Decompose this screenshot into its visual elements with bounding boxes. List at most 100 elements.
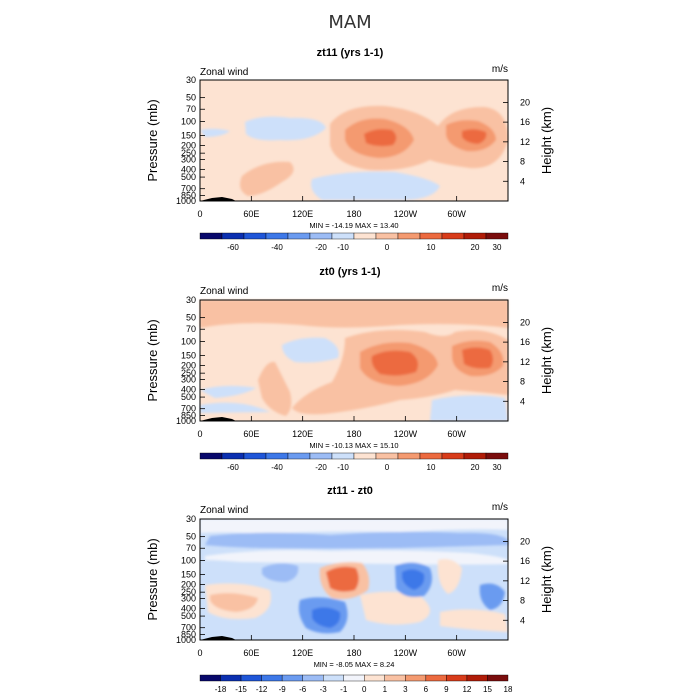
pressure-tick-label: 1000 — [176, 635, 196, 645]
colorbar-label: -60 — [227, 463, 239, 472]
pressure-tick-label: 200 — [181, 140, 196, 150]
colorbar-swatch — [419, 232, 443, 240]
colorbar-swatch — [441, 452, 465, 460]
colorbar-label: -20 — [315, 463, 327, 472]
colorbar-swatch — [364, 674, 385, 682]
colorbar-label: 15 — [483, 685, 492, 694]
pressure-tick-label: 50 — [186, 93, 196, 103]
longitude-tick-label: 120W — [394, 209, 418, 219]
longitude-tick-label: 180 — [346, 209, 361, 219]
longitude-tick-label: 60W — [447, 648, 466, 658]
longitude-tick-label: 60E — [243, 429, 259, 439]
pressure-tick-label: 100 — [181, 556, 196, 566]
contour-negative — [282, 337, 339, 363]
colorbar-swatch — [265, 232, 289, 240]
pressure-tick-label: 250 — [181, 148, 196, 158]
height-tick-label: 16 — [520, 556, 530, 566]
colorbar-swatch — [397, 232, 421, 240]
colorbar-swatch — [331, 232, 355, 240]
pressure-tick-label: 70 — [186, 104, 196, 114]
pressure-tick-label: 200 — [181, 579, 196, 589]
contour-max — [462, 129, 487, 144]
height-tick-label: 4 — [520, 176, 525, 186]
colorbar-swatch — [243, 232, 267, 240]
colorbar-swatch — [441, 232, 465, 240]
pressure-tick-label: 1000 — [176, 196, 196, 206]
colorbar-swatch — [397, 452, 421, 460]
contour-max — [371, 350, 418, 376]
topography — [200, 636, 236, 640]
pressure-tick-label: 400 — [181, 384, 196, 394]
pressure-tick-label: 150 — [181, 570, 196, 580]
contour-positive — [258, 361, 292, 416]
colorbar-swatch — [309, 232, 333, 240]
colorbar-swatch — [309, 452, 333, 460]
contour-max — [462, 347, 493, 369]
colorbar-swatch — [487, 674, 509, 682]
longitude-tick-label: 180 — [346, 648, 361, 658]
contour-negative — [479, 583, 505, 610]
colorbar-label: 1 — [383, 685, 388, 694]
longitude-tick-label: 120E — [292, 648, 313, 658]
colorbar-label: -9 — [279, 685, 287, 694]
min-max-label: MIN = -14.19 MAX = 13.40 — [309, 221, 398, 230]
panel-left-label: Zonal wind — [200, 67, 248, 78]
colorbar-swatch — [331, 452, 355, 460]
contour-neutral — [205, 550, 508, 565]
pressure-tick-label: 200 — [181, 360, 196, 370]
height-tick-label: 20 — [520, 317, 530, 327]
colorbar-label: -10 — [337, 243, 349, 252]
y-axis-title-right: Height (km) — [539, 546, 554, 613]
height-tick-label: 12 — [520, 357, 530, 367]
pressure-tick-label: 50 — [186, 532, 196, 542]
pressure-tick-label: 250 — [181, 587, 196, 597]
contour-negative — [205, 531, 508, 549]
y-axis-title: Pressure (mb) — [145, 319, 160, 401]
height-tick-label: 4 — [520, 396, 525, 406]
pressure-tick-label: 30 — [186, 75, 196, 85]
height-tick-label: 16 — [520, 337, 530, 347]
colorbar-label: 12 — [462, 685, 471, 694]
pressure-tick-label: 100 — [181, 117, 196, 127]
min-max-label: MIN = -10.13 MAX = 15.10 — [309, 441, 398, 450]
height-tick-label: 8 — [520, 157, 525, 167]
colorbar-label: 0 — [362, 685, 367, 694]
longitude-tick-label: 0 — [197, 429, 202, 439]
pressure-tick-label: 700 — [181, 184, 196, 194]
pressure-tick-label: 500 — [181, 392, 196, 402]
pressure-tick-label: 250 — [181, 368, 196, 378]
longitude-tick-label: 120W — [394, 648, 418, 658]
contour-field — [200, 105, 508, 200]
pressure-tick-label: 850 — [181, 190, 196, 200]
contour-negative — [200, 128, 230, 137]
figure-title: MAM — [328, 12, 371, 33]
colorbar-label: -3 — [320, 685, 328, 694]
colorbar-swatch — [419, 452, 443, 460]
panel-left-label: Zonal wind — [200, 286, 248, 297]
y-axis-title: Pressure (mb) — [145, 99, 160, 181]
panel-title: zt0 (yrs 1-1) — [319, 266, 380, 278]
contour-positive — [440, 609, 508, 632]
colorbar-swatch — [240, 674, 262, 682]
pressure-tick-label: 850 — [181, 410, 196, 420]
colorbar-label: 0 — [385, 463, 390, 472]
pressure-tick-label: 100 — [181, 337, 196, 347]
units-label: m/s — [492, 283, 508, 294]
colorbar-label: 10 — [427, 463, 436, 472]
contour-positive — [360, 591, 430, 625]
pressure-tick-label: 500 — [181, 172, 196, 182]
colorbar-label: -40 — [271, 243, 283, 252]
colorbar-label: 6 — [424, 685, 429, 694]
colorbar-swatch — [425, 674, 447, 682]
topography — [200, 417, 236, 421]
panel-zt11: zt11 (yrs 1-1) Zonal wind m/s 3050701001… — [145, 47, 554, 252]
colorbar-swatch — [221, 232, 245, 240]
colorbar-label: -20 — [315, 243, 327, 252]
longitude-tick-label: 60E — [243, 648, 259, 658]
pressure-tick-label: 300 — [181, 593, 196, 603]
contour-max — [326, 566, 359, 592]
longitude-tick-label: 120E — [292, 429, 313, 439]
colorbar-label: -10 — [337, 463, 349, 472]
min-max-label: MIN = -8.05 MAX = 8.24 — [314, 660, 395, 669]
